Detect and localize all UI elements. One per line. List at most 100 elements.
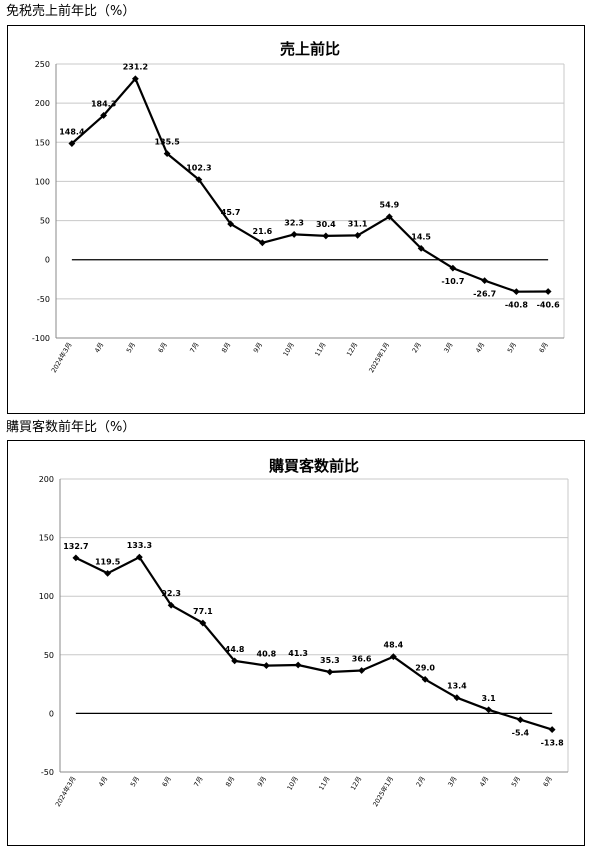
data-label: 102.3: [186, 164, 211, 173]
data-point: [449, 264, 457, 272]
x-tick-label: 10月: [282, 341, 296, 358]
y-tick-label: 250: [35, 60, 50, 69]
data-point: [131, 75, 139, 83]
data-point: [481, 277, 489, 285]
x-tick-label: 2024年3月: [53, 775, 78, 809]
data-label: -13.8: [541, 739, 564, 748]
x-tick-label: 4月: [474, 341, 486, 354]
data-label: 14.5: [411, 232, 431, 241]
x-tick-label: 8月: [220, 341, 232, 354]
data-point: [262, 662, 270, 669]
data-point: [453, 694, 461, 702]
y-tick-label: 0: [45, 256, 50, 265]
data-label: -5.4: [512, 729, 530, 738]
data-point: [68, 140, 76, 147]
x-tick-label: 9月: [252, 341, 264, 354]
data-point: [421, 676, 429, 683]
data-label: -40.8: [505, 301, 528, 310]
data-point: [417, 244, 425, 252]
data-label: 119.5: [95, 557, 121, 566]
x-tick-label: 6月: [538, 341, 550, 354]
data-label: 77.1: [193, 607, 213, 616]
data-label: -10.7: [441, 277, 464, 286]
data-label: 184.3: [91, 99, 116, 108]
x-tick-label: 4月: [93, 341, 105, 354]
data-point: [195, 176, 203, 184]
data-point: [290, 231, 298, 238]
data-label: 31.1: [348, 219, 368, 228]
x-tick-label: 2024年3月: [49, 341, 74, 375]
y-tick-label: 50: [40, 217, 50, 226]
x-tick-label: 6月: [161, 775, 173, 788]
data-point: [354, 231, 362, 239]
data-label: 40.8: [257, 650, 277, 659]
chart-title: 購買客数前比: [268, 457, 359, 475]
data-point: [72, 554, 80, 562]
data-point: [358, 667, 366, 674]
data-label: 231.2: [123, 63, 148, 72]
x-tick-label: 5月: [510, 775, 522, 788]
x-tick-label: 12月: [345, 341, 359, 358]
series-line: [71, 77, 549, 293]
y-tick-label: 100: [35, 177, 50, 186]
data-label: 13.4: [447, 682, 467, 691]
x-tick-label: 11月: [317, 775, 331, 792]
data-point: [227, 220, 235, 228]
data-point: [199, 619, 207, 627]
data-point: [322, 232, 330, 240]
data-label: 135.5: [154, 138, 180, 147]
data-label: 132.7: [63, 542, 88, 551]
y-tick-label: -100: [32, 334, 50, 343]
x-tick-label: 2025年1月: [366, 341, 391, 375]
x-tick-label: 3月: [446, 775, 458, 788]
x-tick-label: 4月: [478, 775, 490, 788]
data-label: 21.6: [253, 227, 273, 236]
x-tick-label: 5月: [129, 775, 141, 788]
data-point: [326, 668, 334, 676]
data-label: 36.6: [352, 655, 372, 664]
x-tick-label: 10月: [286, 775, 300, 792]
data-label: 41.3: [288, 649, 308, 658]
y-tick-label: 200: [35, 99, 50, 108]
x-tick-label: 5月: [506, 341, 518, 354]
data-label: 44.8: [225, 645, 245, 654]
x-tick-label: 2月: [415, 775, 427, 788]
data-point: [516, 716, 524, 724]
data-point: [104, 569, 112, 577]
x-tick-label: 7月: [188, 341, 200, 354]
customers-chart-frame: 購買客数前比 200 150 100 50 0 -50 2024年3月 4月 5月 6月 7月 8月 9月…: [7, 440, 585, 846]
data-point: [163, 150, 171, 158]
data-label: 92.3: [161, 589, 181, 598]
x-tick-label: 4月: [97, 775, 109, 788]
x-tick-label: 2月: [411, 341, 423, 354]
data-label: -40.6: [537, 300, 560, 309]
data-label: 30.4: [316, 220, 336, 229]
x-tick-label: 6月: [157, 341, 169, 354]
sales-section-heading: 免税売上前年比（%）: [6, 4, 136, 19]
x-tick-label: 7月: [192, 775, 204, 788]
data-label: -26.7: [473, 290, 496, 299]
data-label: 148.4: [59, 128, 85, 137]
data-label: 133.3: [127, 541, 152, 550]
y-tick-label: 0: [49, 709, 54, 718]
customers-section-heading: 購買客数前年比（%）: [6, 420, 136, 435]
data-point: [512, 288, 520, 296]
data-point: [548, 726, 556, 733]
data-point: [385, 213, 393, 221]
data-label: 54.9: [380, 201, 400, 210]
x-tick-label: 9月: [256, 775, 268, 788]
data-point: [135, 553, 143, 561]
series-line: [75, 556, 553, 731]
data-label: 3.1: [482, 694, 497, 703]
data-label: 45.7: [221, 208, 241, 217]
data-point: [294, 661, 302, 669]
data-point: [485, 706, 493, 714]
x-tick-label: 2025年1月: [370, 775, 395, 809]
y-tick-label: 100: [39, 592, 54, 601]
data-label: 32.3: [284, 218, 304, 227]
y-tick-label: -50: [37, 295, 50, 304]
x-tick-label: 12月: [349, 775, 363, 792]
y-tick-label: 150: [39, 534, 54, 543]
